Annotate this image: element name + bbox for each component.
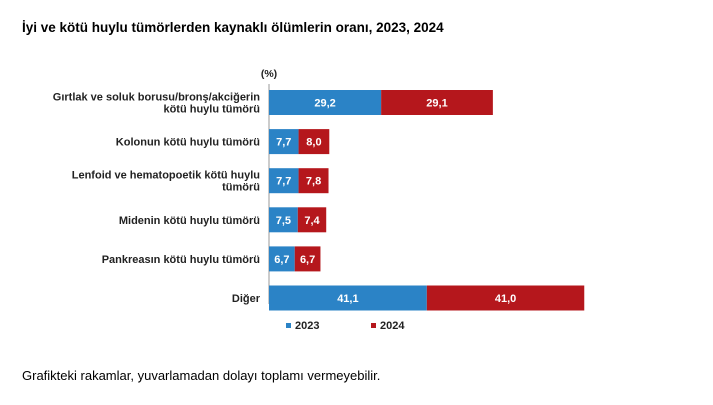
bar-2023 bbox=[269, 129, 299, 155]
value-label-2024: 6,7 bbox=[300, 254, 315, 266]
legend-label-2024: 2024 bbox=[380, 320, 405, 332]
bar-2023 bbox=[269, 168, 299, 194]
bar-2024 bbox=[298, 168, 329, 194]
category-label-line: Lenfoid ve hematopoetik kötü huylu bbox=[72, 170, 260, 182]
category-label: Gırtlak ve soluk borusu/bronş/akciğerin k… bbox=[53, 92, 261, 116]
category-label-line: Diğer bbox=[232, 293, 261, 305]
value-label-2024: 29,1 bbox=[426, 98, 447, 110]
bar-2024 bbox=[298, 129, 330, 155]
footnote: Grafikteki rakamlar, yuvarlamadan dolayı… bbox=[22, 368, 381, 383]
value-label-2024: 41,0 bbox=[495, 293, 516, 305]
category-label-line: Midenin kötü huylu tümörü bbox=[119, 215, 260, 227]
category-label-line: tümörü bbox=[222, 182, 260, 194]
value-label-2023: 7,7 bbox=[276, 137, 291, 149]
category-label: Kolonun kötü huylu tümörü bbox=[116, 137, 260, 149]
legend-swatch-2024 bbox=[371, 323, 376, 328]
bar-2023 bbox=[269, 207, 298, 233]
legend-swatch-2023 bbox=[286, 323, 291, 328]
legend-label-2023: 2023 bbox=[295, 320, 319, 332]
bar-2024 bbox=[294, 246, 321, 272]
value-label-2023: 41,1 bbox=[337, 293, 358, 305]
bar-2024 bbox=[381, 90, 493, 115]
bar-2023 bbox=[269, 285, 427, 311]
value-label-2024: 7,4 bbox=[304, 215, 320, 227]
bar-2024 bbox=[297, 207, 327, 233]
category-label-line: Gırtlak ve soluk borusu/bronş/akciğerin bbox=[53, 92, 261, 104]
value-label-2024: 8,0 bbox=[306, 137, 321, 149]
value-label-2023: 29,2 bbox=[314, 98, 335, 110]
category-label: Midenin kötü huylu tümörü bbox=[119, 215, 260, 227]
category-label-line: Pankreasın kötü huylu tümörü bbox=[102, 254, 260, 266]
bar-2024 bbox=[426, 285, 585, 311]
category-label: Lenfoid ve hematopoetik kötü huylu tümörü bbox=[72, 170, 260, 194]
category-label: Diğer bbox=[232, 293, 261, 305]
unit-label: (%) bbox=[261, 68, 277, 80]
category-label-line: kötü huylu tümörü bbox=[163, 104, 260, 116]
value-label-2023: 6,7 bbox=[274, 254, 289, 266]
bar-2023 bbox=[269, 90, 382, 115]
value-label-2023: 7,7 bbox=[276, 176, 291, 188]
chart-title: İyi ve kötü huylu tümörlerden kaynaklı ö… bbox=[22, 20, 444, 35]
value-label-2024: 7,8 bbox=[306, 176, 321, 188]
category-label-line: Kolonun kötü huylu tümörü bbox=[116, 137, 260, 149]
category-label: Pankreasın kötü huylu tümörü bbox=[102, 254, 260, 266]
bar-2023 bbox=[269, 246, 295, 272]
value-label-2023: 7,5 bbox=[276, 215, 291, 227]
